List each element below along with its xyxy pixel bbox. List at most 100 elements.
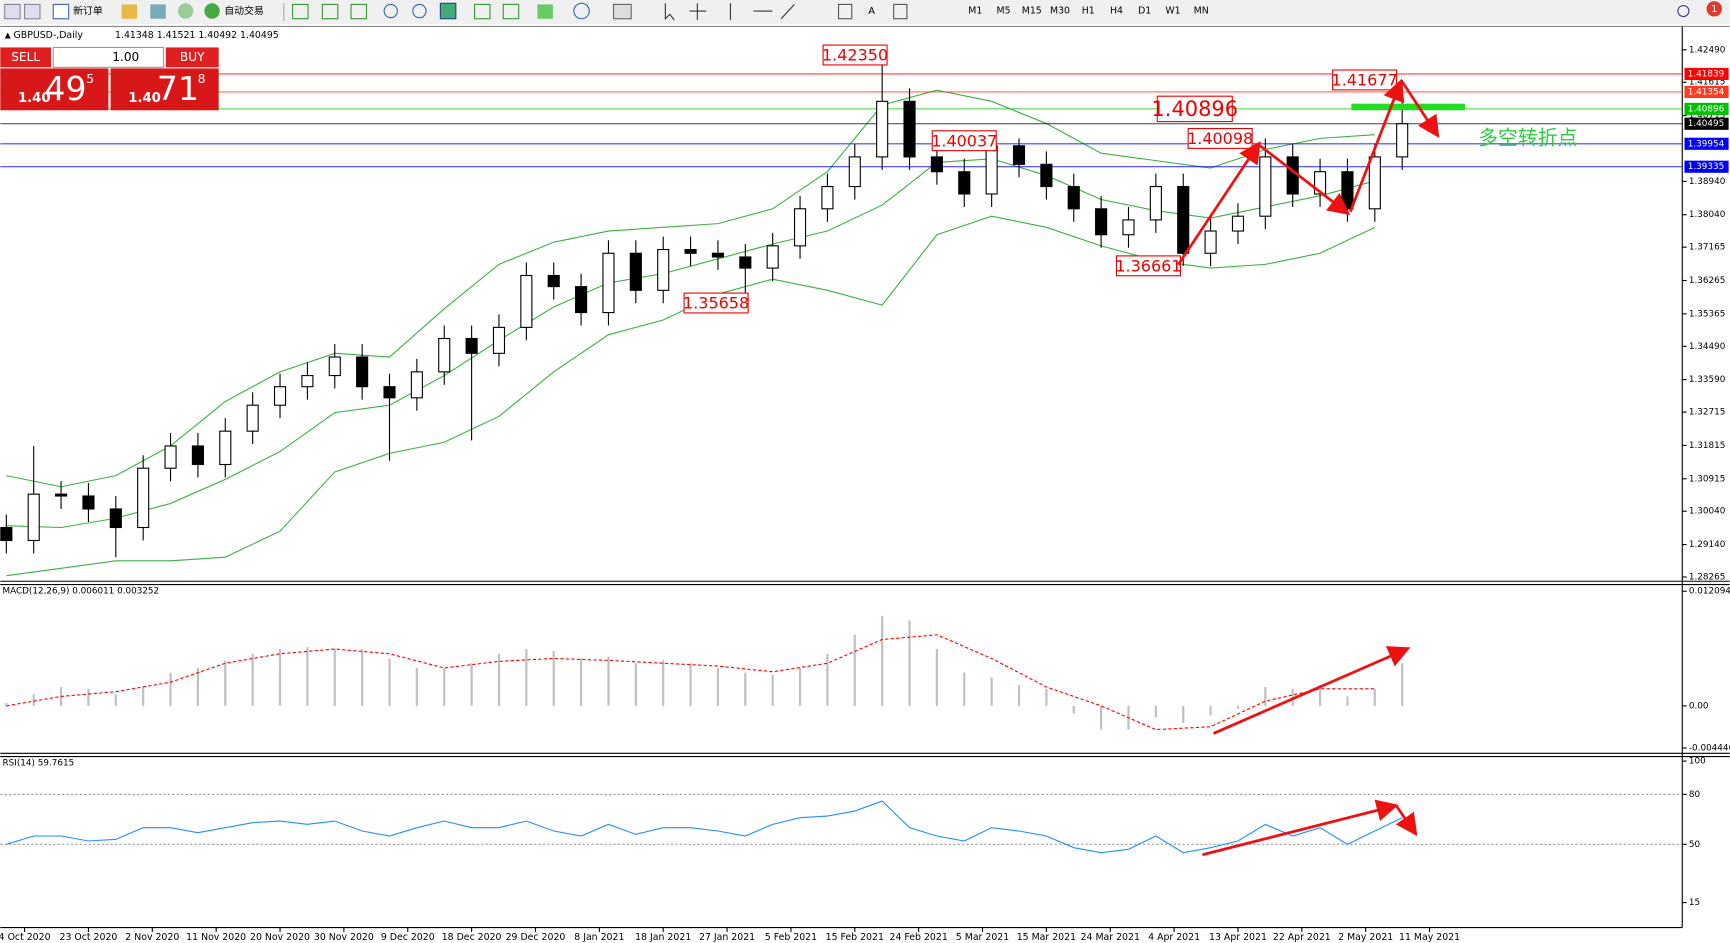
timeframe[interactable]: M15	[1022, 6, 1042, 17]
x-tick-label: 11 May 2021	[1399, 932, 1460, 943]
timeframe[interactable]: W1	[1165, 6, 1180, 17]
crosshair[interactable]	[689, 3, 707, 20]
buy-button[interactable]	[165, 47, 219, 68]
tool-icon[interactable]	[292, 3, 309, 20]
candle-body	[711, 252, 725, 258]
candle-body	[657, 249, 670, 291]
periods[interactable]	[573, 2, 590, 20]
y-tick-label: -0.004446	[1689, 744, 1730, 754]
candle-body	[1314, 171, 1327, 195]
candle-body	[821, 186, 834, 210]
timeframe[interactable]: H4	[1110, 6, 1123, 17]
candle-body	[356, 356, 369, 388]
y-tick-label: 1.41615	[1689, 78, 1725, 88]
candle-body	[55, 493, 68, 497]
level-tag	[1684, 67, 1729, 81]
toolbar-bg	[0, 0, 1730, 25]
timeframe[interactable]: M1	[968, 6, 982, 17]
y-tick-label: 1.30915	[1689, 474, 1725, 484]
tool-icon[interactable]	[837, 3, 853, 20]
tool-icon[interactable]	[24, 3, 41, 20]
ask-box[interactable]	[110, 68, 219, 111]
macd-signal	[6, 634, 1375, 731]
tool-icon[interactable]	[321, 3, 339, 20]
candle-body	[109, 508, 122, 529]
candle-body	[410, 371, 423, 399]
indicators[interactable]	[537, 4, 553, 19]
arrow	[1349, 78, 1405, 213]
candle-body	[1149, 186, 1162, 221]
level-tag	[1684, 117, 1729, 130]
text-tool[interactable]: A	[868, 6, 875, 17]
tool-icon[interactable]	[177, 3, 194, 19]
chart-window	[0, 24, 1730, 943]
timeframe[interactable]: D1	[1138, 6, 1151, 17]
buy-label[interactable]: BUY	[180, 50, 205, 64]
candle-body	[848, 156, 861, 188]
candle-body	[1095, 208, 1108, 236]
tool-icon[interactable]	[502, 3, 520, 20]
price-callout-label: 1.40896	[1151, 97, 1238, 121]
tool-icon[interactable]	[150, 4, 166, 19]
y-tick-label: 15	[1689, 898, 1700, 908]
timeframe[interactable]: M30	[1050, 6, 1070, 17]
zoom-in[interactable]	[383, 3, 398, 19]
ohlc: 1.41348 1.41521 1.40492 1.40495	[115, 30, 279, 41]
y-tick-label: 1.35365	[1689, 309, 1725, 319]
price-callout	[931, 130, 997, 152]
y-tick-label: 1.40715	[1689, 111, 1725, 121]
tool-icon[interactable]	[350, 3, 368, 20]
tool-icon[interactable]	[4, 3, 21, 20]
y-tick-label: 50	[1689, 840, 1701, 850]
timeframe[interactable]: H1	[1082, 6, 1095, 17]
bid-box[interactable]	[0, 68, 109, 111]
lots[interactable]: 1.00	[112, 50, 139, 64]
timeframe[interactable]: M5	[997, 6, 1011, 17]
level-label: 1.40495	[1688, 119, 1724, 129]
y-tick-label: 1.29140	[1689, 540, 1726, 550]
arrow	[1202, 799, 1399, 857]
price-callout	[1115, 255, 1181, 277]
line-tools[interactable]	[729, 3, 795, 20]
lots-field[interactable]	[52, 46, 165, 68]
new-order-icon[interactable]	[52, 3, 70, 20]
templates[interactable]	[612, 3, 632, 20]
candle-body	[191, 445, 204, 466]
timeframe[interactable]: MN	[1194, 6, 1209, 17]
bollinger-upper	[6, 89, 1375, 488]
symbol: GBPUSD-,Daily	[14, 30, 84, 41]
sell-button[interactable]	[0, 47, 52, 68]
price-callout	[1187, 127, 1253, 149]
level-label: 1.40896	[1688, 104, 1725, 114]
alerts-badge[interactable]	[1706, 1, 1722, 17]
y-tick-label: 1.38940	[1689, 177, 1726, 187]
candle-body	[82, 495, 95, 510]
level-label: 1.39335	[1688, 162, 1724, 172]
candle-body	[629, 252, 642, 291]
y-tick-label: 1.30040	[1689, 507, 1726, 517]
new-order[interactable]: 新订单	[73, 4, 103, 17]
price-callout	[1156, 95, 1233, 123]
level-label: 1.39954	[1688, 139, 1725, 149]
tool-icon[interactable]	[121, 4, 138, 19]
cursor[interactable]	[664, 3, 675, 21]
y-tick-label: 1.34490	[1689, 342, 1726, 352]
turning-point-note: 多空转折点	[1478, 126, 1577, 149]
sell-label[interactable]: SELL	[11, 50, 40, 64]
bid-pips: 49	[44, 69, 86, 108]
tool-icon[interactable]	[893, 3, 908, 20]
candle-body	[985, 145, 998, 195]
price-callout-label: 1.36661	[1115, 256, 1181, 275]
level-tag	[1684, 85, 1729, 98]
candle-body	[602, 252, 615, 314]
auto-trading-icon[interactable]	[204, 3, 220, 19]
auto-trading[interactable]: 自动交易	[224, 4, 264, 17]
tile[interactable]	[439, 2, 457, 20]
search[interactable]	[1677, 4, 1690, 18]
zoom-out[interactable]	[412, 3, 427, 19]
tool-icon[interactable]	[474, 3, 491, 20]
candle-body	[766, 245, 779, 269]
y-tick-label: 1.36265	[1689, 276, 1725, 286]
y-tick-label: 0.00	[1689, 701, 1709, 711]
arrow	[1177, 140, 1261, 266]
